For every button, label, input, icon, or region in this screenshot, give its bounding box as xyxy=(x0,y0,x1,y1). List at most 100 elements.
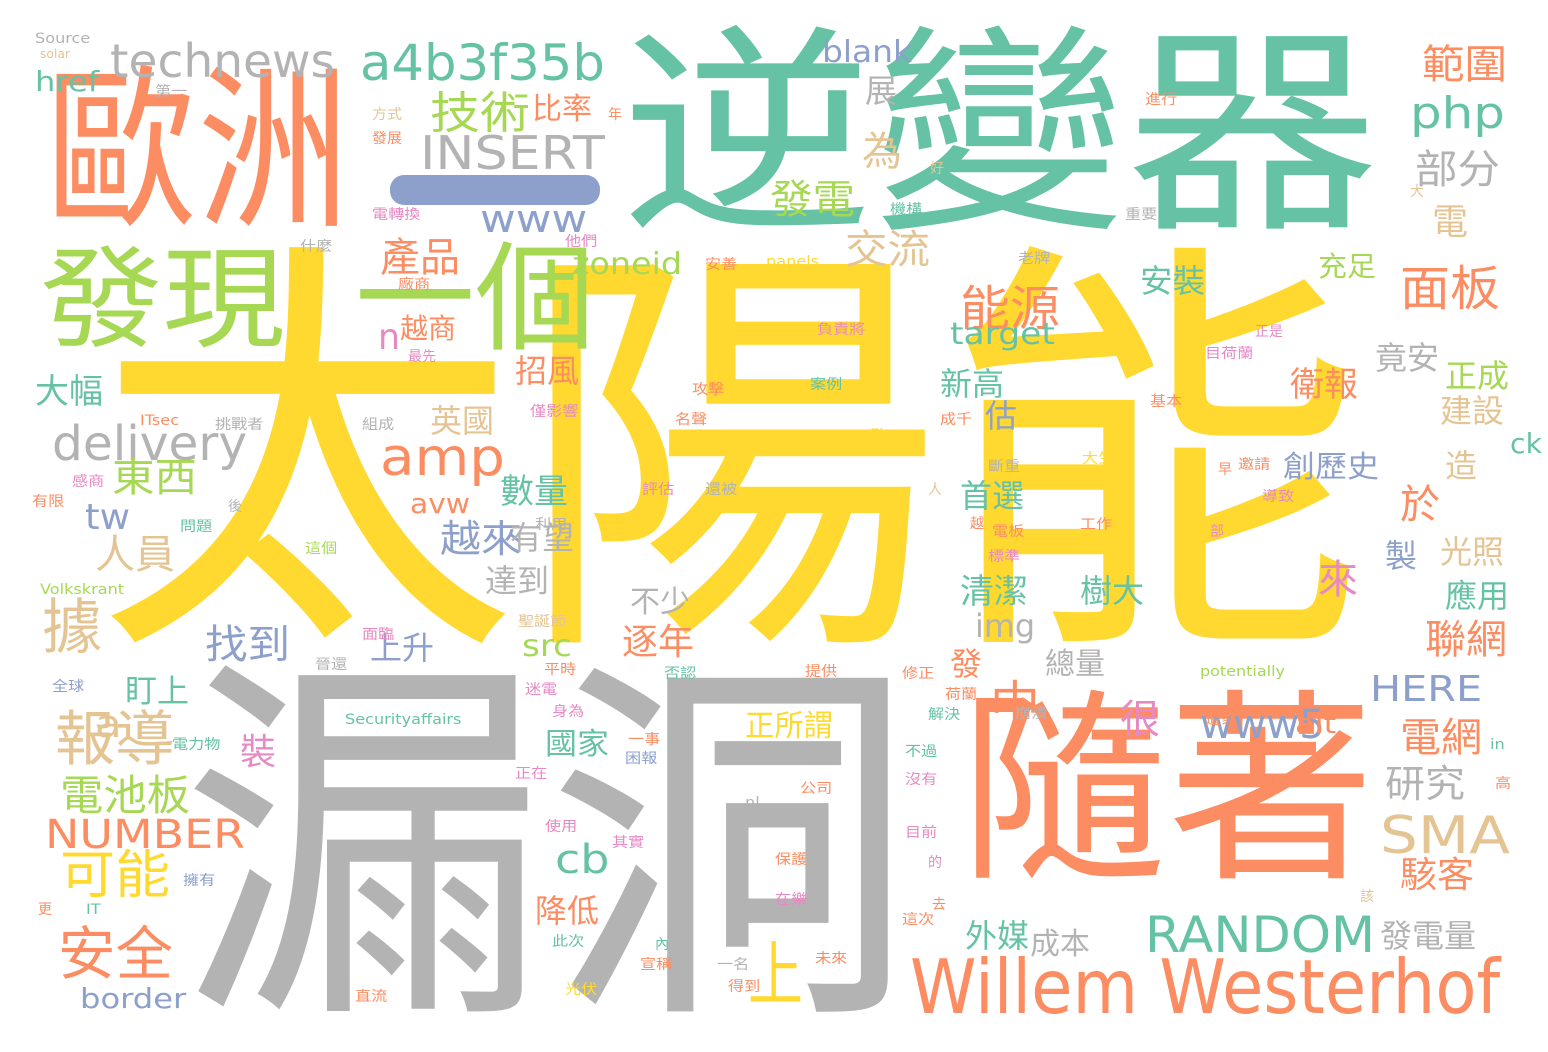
word-nl: nl xyxy=(745,795,760,811)
word-cjk-87: 來 xyxy=(1318,557,1358,603)
word-sma: SMA xyxy=(1380,806,1511,866)
word-cjk-26: 交流 xyxy=(845,227,931,273)
word-cjk-44: 人員 xyxy=(95,532,175,578)
word-cjk-91: 正成 xyxy=(1445,357,1510,395)
word-cjk-130: 基本 xyxy=(1150,394,1183,410)
word-panels: panels xyxy=(766,254,820,270)
word-a4b3f35b: a4b3f35b xyxy=(360,34,605,92)
word-cjk-71: 估 xyxy=(985,397,1018,435)
word-cjk-74: 外媒 xyxy=(965,917,1030,955)
word-cjk-52: 數量 xyxy=(500,472,568,512)
word-cjk-140: 工作 xyxy=(1080,517,1113,533)
word-border: border xyxy=(80,982,187,1015)
word-cjk-139: 還被 xyxy=(705,482,738,498)
word-cjk-197: 直流 xyxy=(355,989,388,1005)
word-cjk-173: 困報 xyxy=(625,751,658,767)
word-cjk-23: 能源 xyxy=(960,281,1061,337)
word-cjk-38: 上 xyxy=(748,934,804,1016)
word-cjk-45: 比率 xyxy=(532,92,592,127)
word-cjk-128: 組成 xyxy=(362,417,395,433)
word-cjk-53: 有望 xyxy=(510,519,575,557)
word-cjk-178: 使用 xyxy=(545,819,578,835)
word-cjk-129: 成千 xyxy=(940,412,973,428)
word-cjk-80: 研究 xyxy=(1385,762,1466,806)
word-cjk-40: 很 xyxy=(1120,697,1160,743)
word-src: src xyxy=(522,629,573,664)
word-cjk-110: 電轉換 xyxy=(372,207,421,223)
word-cjk-111: 他們 xyxy=(565,234,598,250)
word-cjk-158: 提供 xyxy=(805,664,838,680)
word-cjk-192: 宣稱 xyxy=(640,957,673,973)
word-cjk-125: 案例 xyxy=(810,377,843,393)
word-itsec: ITsec xyxy=(140,413,180,429)
word-cjk-191: 內 xyxy=(655,937,669,953)
word-cjk-168: 電力物 xyxy=(172,737,221,753)
word-cjk-98: 發電量 xyxy=(1380,917,1477,955)
word-cjk-105: 進行 xyxy=(1145,92,1178,108)
word-php: php xyxy=(1410,88,1505,139)
word-cjk-86: 製 xyxy=(1385,537,1418,575)
word-cjk-141: 人 xyxy=(928,482,942,498)
word-cjk-89: 造 xyxy=(1445,447,1478,485)
word-cjk-196: 光伏 xyxy=(565,982,598,998)
word-cjk-90: 建設 xyxy=(1440,392,1505,430)
word-cjk-124: 僅影響 xyxy=(530,404,579,420)
word-tw: tw xyxy=(85,497,131,538)
word-cjk-154: 平時 xyxy=(544,662,577,678)
word-cjk-132: 感商 xyxy=(72,474,105,490)
word-cjk-174: 沒有 xyxy=(905,772,938,788)
word-cjk-115: 安善 xyxy=(705,257,738,273)
word-cjk-106: 年 xyxy=(608,107,622,123)
word-cjk-49: 充足 xyxy=(1318,250,1377,283)
word-cjk-48: 電 xyxy=(1432,202,1469,243)
word-cjk-93: 竟安 xyxy=(1375,339,1440,377)
word-cjk-152: 面臨 xyxy=(362,627,395,643)
word-cjk-6: 一個 xyxy=(355,230,596,368)
word-alt: alt xyxy=(1295,707,1337,740)
word-cjk-167: 一事 xyxy=(628,732,661,748)
word-cjk-135: 邀請 xyxy=(1238,457,1271,473)
word-number: NUMBER xyxy=(45,812,246,858)
word-cjk-85: 光照 xyxy=(1440,533,1505,571)
word-cjk-194: 一名 xyxy=(717,957,750,973)
word-cjk-161: 迷電 xyxy=(525,682,558,698)
word-cjk-77: 發 xyxy=(950,645,983,683)
word-cjk-172: 正在 xyxy=(515,766,548,782)
word-cjk-58: 找到 xyxy=(205,622,291,668)
word-cjk-114: 老牌 xyxy=(1018,251,1051,267)
word-a: a xyxy=(95,702,122,746)
word-cjk-0: 太陽能 xyxy=(95,210,1365,710)
word-cjk-143: 後 xyxy=(228,499,242,515)
word-cjk-70: 新高 xyxy=(940,365,1005,403)
word-zoneid: zoneid xyxy=(572,247,683,282)
word-cjk-189: 去 xyxy=(932,897,946,913)
word-cjk-66: 不少 xyxy=(630,585,690,620)
word-cjk-183: 擁有 xyxy=(183,873,216,889)
word-cjk-146: 問題 xyxy=(180,519,213,535)
word-cjk-61: 盯上 xyxy=(125,672,190,710)
word-cjk-156: 晉還 xyxy=(315,657,348,673)
word-source: Source xyxy=(35,31,91,47)
word-cjk-67: 達到 xyxy=(485,562,550,600)
word-cjk-72: 國家 xyxy=(545,727,610,762)
word-cjk-165: 崩潰 xyxy=(1015,706,1048,722)
word-cjk-109: 重要 xyxy=(1125,207,1158,223)
word-cjk-118: 負責將 xyxy=(817,322,866,338)
word-willem-westerhof: Willem Westerhof xyxy=(910,943,1501,1031)
word-cjk-163: 荷蘭 xyxy=(945,687,978,703)
word-cjk-25: 發電 xyxy=(770,177,856,223)
word-cjk-65: 逐年 xyxy=(622,622,695,663)
word-cjk-103: 方式 xyxy=(372,107,402,123)
word-cjk-171: 不過 xyxy=(905,744,938,760)
word-cjk-188: 這次 xyxy=(902,912,935,928)
word-cjk-182: 其實 xyxy=(612,835,645,851)
word-in: in xyxy=(1490,737,1505,753)
word-cjk-127: 挑戰者 xyxy=(215,417,264,433)
word-cjk-145: 越 xyxy=(970,516,984,532)
word-ck: ck xyxy=(1510,427,1542,460)
word-cjk-113: 機構 xyxy=(890,202,923,218)
word-cjk-78: 總量 xyxy=(1045,647,1105,682)
word-cjk-153: 聖誕節 xyxy=(518,614,567,630)
word-cjk-22: 面板 xyxy=(1400,261,1501,317)
word-potentially: potentially xyxy=(1200,664,1286,680)
